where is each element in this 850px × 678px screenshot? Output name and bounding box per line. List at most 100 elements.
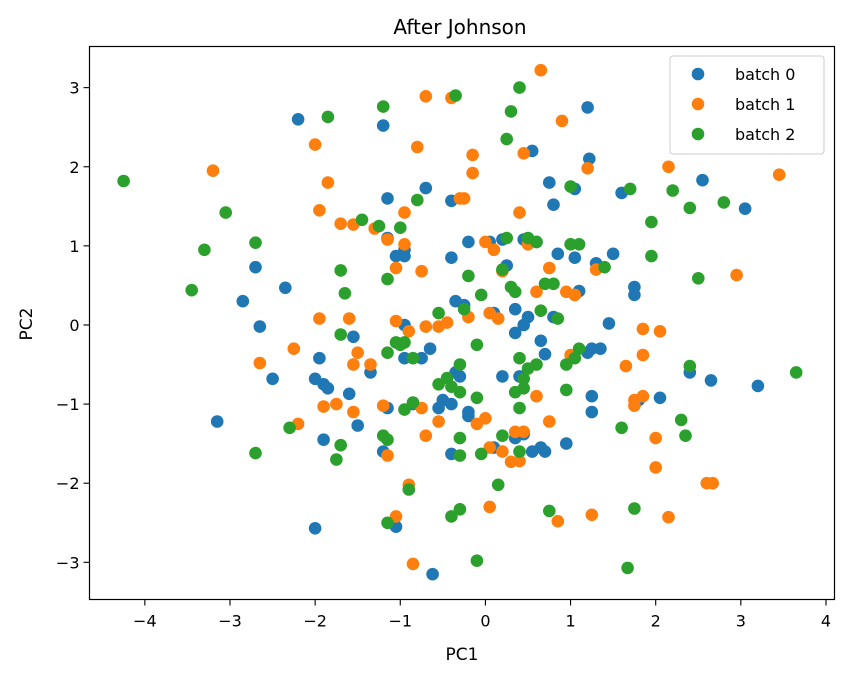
data-point <box>496 429 509 443</box>
x-tick-label: −4 <box>133 612 157 631</box>
x-tick-label: 0 <box>480 612 490 631</box>
data-point <box>683 201 697 215</box>
legend-label: batch 1 <box>735 95 795 114</box>
data-point <box>453 431 467 445</box>
data-point <box>534 304 548 318</box>
data-point <box>508 326 522 340</box>
data-point <box>453 358 467 371</box>
data-point <box>321 382 335 395</box>
data-point <box>423 342 437 356</box>
data-point <box>543 415 556 428</box>
data-point <box>551 514 565 528</box>
data-point <box>508 302 522 316</box>
data-point <box>649 461 662 474</box>
data-point <box>330 397 343 411</box>
data-point <box>636 322 650 336</box>
data-point <box>466 148 479 162</box>
data-point <box>491 312 505 325</box>
data-point <box>530 389 543 403</box>
data-point <box>381 449 394 462</box>
data-point <box>621 561 634 575</box>
y-tick-label: 3 <box>69 79 79 98</box>
data-point <box>398 249 411 263</box>
data-point <box>462 235 475 249</box>
data-point <box>679 429 692 443</box>
x-axis: −4 −3 −2 −1 0 1 2 3 4 <box>133 599 831 631</box>
data-point <box>426 567 439 581</box>
data-point <box>564 180 577 193</box>
data-point <box>513 206 526 219</box>
data-point <box>543 504 556 518</box>
data-point <box>772 168 786 181</box>
data-point <box>317 433 330 447</box>
data-point <box>496 370 509 383</box>
legend-label: batch 2 <box>735 125 795 144</box>
y-axis-label: PC2 <box>17 308 37 341</box>
data-point <box>470 338 484 352</box>
data-point <box>572 238 586 251</box>
data-point <box>117 174 130 188</box>
data-point <box>543 176 556 189</box>
data-point <box>653 325 667 338</box>
data-point <box>543 261 556 275</box>
data-point <box>419 320 433 333</box>
data-point <box>287 342 301 356</box>
x-tick-label: −3 <box>218 612 242 631</box>
data-point <box>487 243 501 257</box>
chart-title: After Johnson <box>393 15 526 39</box>
data-point <box>334 264 348 277</box>
data-point <box>381 346 394 360</box>
data-point <box>411 193 424 207</box>
data-point <box>210 415 224 428</box>
data-point <box>706 476 719 490</box>
data-point <box>538 445 552 458</box>
data-point <box>470 391 484 405</box>
data-point <box>445 510 458 523</box>
data-point <box>185 283 198 297</box>
data-point <box>789 366 803 379</box>
data-point <box>432 306 445 320</box>
data-point <box>432 415 445 428</box>
data-point <box>738 202 752 215</box>
data-point <box>376 100 390 113</box>
data-point <box>513 401 526 415</box>
x-axis-label: PC1 <box>446 645 479 665</box>
data-point <box>334 438 348 452</box>
x-tick-label: −2 <box>303 612 327 631</box>
data-point <box>572 342 586 356</box>
data-point <box>317 400 330 413</box>
data-point <box>568 251 582 264</box>
points-layer <box>117 63 803 581</box>
data-point <box>406 396 420 409</box>
data-point <box>517 147 530 160</box>
data-point <box>466 166 479 180</box>
data-point <box>249 236 262 249</box>
data-point <box>376 119 390 132</box>
data-point <box>583 152 596 166</box>
data-point <box>479 235 492 249</box>
data-point <box>398 238 411 251</box>
data-point <box>547 277 560 291</box>
data-point <box>692 272 705 285</box>
data-point <box>513 445 526 458</box>
data-point <box>508 385 522 399</box>
data-point <box>462 269 475 283</box>
data-point <box>530 285 543 299</box>
data-point <box>585 508 599 522</box>
data-point <box>521 231 535 245</box>
data-point <box>283 421 296 435</box>
y-tick-label: 2 <box>69 158 79 177</box>
data-point <box>402 483 416 496</box>
y-tick-label: −1 <box>56 395 80 414</box>
y-tick-label: −2 <box>56 474 80 493</box>
data-point <box>581 162 594 175</box>
x-tick-label: 4 <box>821 612 831 631</box>
x-tick-label: 1 <box>565 612 575 631</box>
data-point <box>751 379 765 393</box>
data-point <box>615 421 628 435</box>
data-point <box>279 281 292 295</box>
series-1-points <box>206 63 786 571</box>
data-point <box>347 358 360 371</box>
data-point <box>381 233 394 246</box>
data-point <box>623 182 637 196</box>
